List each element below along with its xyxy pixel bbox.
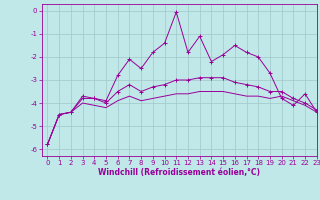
X-axis label: Windchill (Refroidissement éolien,°C): Windchill (Refroidissement éolien,°C) [98, 168, 260, 177]
